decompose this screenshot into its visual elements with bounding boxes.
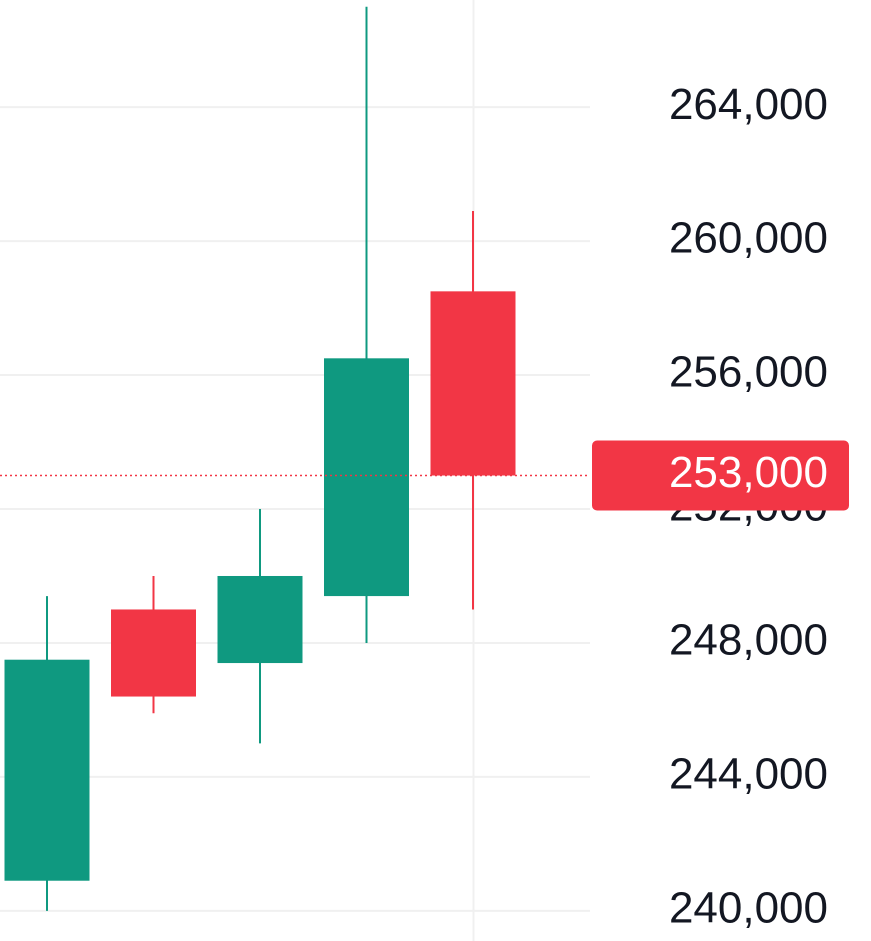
y-tick-label: 248,000 — [669, 616, 828, 665]
y-tick-label: 244,000 — [669, 750, 828, 799]
candle-body — [324, 358, 409, 597]
last-price-box — [592, 440, 849, 511]
y-tick-label: 240,000 — [669, 883, 828, 932]
candle-body — [217, 575, 303, 664]
y-tick-label: 260,000 — [669, 214, 828, 263]
y-tick-label: 256,000 — [669, 348, 828, 397]
candle-body — [430, 291, 516, 476]
y-tick-label: 264,000 — [669, 80, 828, 129]
candle-body — [4, 659, 90, 881]
candle-body — [111, 609, 196, 697]
last-price-label: 253,000 — [669, 448, 828, 497]
